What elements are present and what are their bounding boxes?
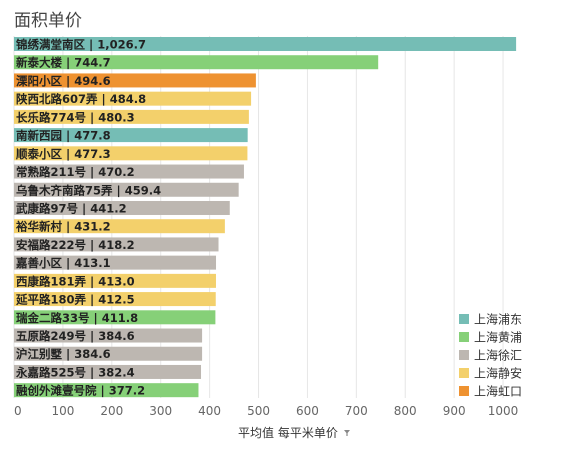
bar-data-label: 南新西园 | 477.8 [16, 129, 111, 143]
bar-data-label: 安福路222号 | 418.2 [16, 238, 135, 252]
bar[interactable] [14, 91, 252, 106]
bar-data-label: 武康路97号 | 441.2 [16, 201, 127, 215]
bar[interactable] [14, 364, 202, 379]
chart-title: 面积单价 [14, 11, 82, 31]
bar-data-label: 顺泰小区 | 477.3 [16, 147, 111, 161]
bar[interactable] [14, 37, 517, 51]
x-tick-label: 0 [14, 404, 22, 418]
bar-data-label: 永嘉路525号 | 382.4 [15, 365, 135, 379]
bar-data-label: 融创外滩壹号院 | 377.2 [16, 384, 145, 398]
bar[interactable] [14, 273, 216, 288]
bar[interactable] [14, 383, 199, 398]
legend-item-label[interactable]: 上海徐汇 [474, 348, 522, 363]
legend-swatch [459, 314, 469, 324]
legend-swatch [459, 368, 469, 378]
bar-data-label: 延平路180弄 | 412.5 [15, 293, 135, 307]
bar[interactable] [14, 200, 230, 215]
legend-swatch [459, 350, 469, 360]
x-tick-label: 900 [443, 404, 466, 418]
bar-data-label: 西康路181弄 | 413.0 [16, 274, 135, 288]
legend-item-label[interactable]: 上海浦东 [474, 312, 522, 327]
bar-data-label: 陕西北路607弄 | 484.8 [16, 92, 146, 106]
bar[interactable] [14, 237, 219, 252]
legend-swatch [459, 386, 469, 396]
legend-swatch [459, 332, 469, 342]
x-tick-label: 500 [247, 404, 270, 418]
bar[interactable] [14, 128, 248, 143]
x-tick-label: 600 [296, 404, 319, 418]
bar-data-label: 瑞金二路33号 | 411.8 [16, 311, 138, 325]
bar[interactable] [14, 310, 216, 325]
x-tick-label: 1000 [488, 404, 519, 418]
bar-data-label: 五原路249号 | 384.6 [16, 329, 135, 343]
filter-icon[interactable] [344, 430, 350, 436]
bar-data-label: 长乐路774号 | 480.3 [16, 110, 135, 124]
x-tick-label: 200 [100, 404, 123, 418]
x-tick-label: 300 [149, 404, 172, 418]
bar[interactable] [14, 73, 256, 88]
bars-group: 锦绣满堂南区 | 1,026.7 新泰大楼 | 744.7 溧阳小区 | 494.6… [14, 37, 517, 398]
bar-data-label: 锦绣满堂南区 | 1,026.7 [16, 38, 146, 52]
legend-item-label[interactable]: 上海虹口 [474, 384, 522, 399]
bar-data-label: 嘉善小区 | 413.1 [15, 256, 111, 270]
bar[interactable] [14, 328, 203, 343]
bar[interactable] [14, 346, 203, 361]
x-axis-title: 平均值 每平米单价 [238, 425, 338, 440]
bar[interactable] [14, 255, 217, 270]
x-axis-title-group: 平均值 每平米单价 [238, 425, 350, 440]
grid-lines [13, 36, 504, 398]
bar[interactable] [14, 164, 244, 179]
bar[interactable] [14, 55, 379, 70]
x-tick-label: 400 [198, 404, 221, 418]
bar-data-label: 裕华新村 | 431.2 [15, 220, 111, 234]
bar[interactable] [14, 146, 248, 161]
bar-data-label: 溧阳小区 | 494.6 [16, 74, 111, 88]
x-tick-label: 700 [345, 404, 368, 418]
bar-data-label: 乌鲁木齐南路75弄 | 459.4 [16, 183, 161, 197]
bar[interactable] [14, 292, 216, 307]
legend-item-label[interactable]: 上海黄浦 [474, 330, 522, 345]
x-tick-label: 800 [394, 404, 417, 418]
legend-item-label[interactable]: 上海静安 [474, 366, 522, 381]
x-tick-label: 100 [51, 404, 74, 418]
bar-data-label: 沪江别墅 | 384.6 [16, 347, 111, 361]
bar[interactable] [14, 182, 239, 197]
x-axis-ticks: 0 100 200 300 400 500 600 700 800 900 1000 [14, 404, 518, 418]
bar[interactable] [14, 109, 249, 124]
bar-data-label: 新泰大楼 | 744.7 [16, 56, 111, 70]
bar-data-label: 常熟路211号 | 470.2 [16, 165, 135, 179]
bar[interactable] [14, 219, 225, 234]
